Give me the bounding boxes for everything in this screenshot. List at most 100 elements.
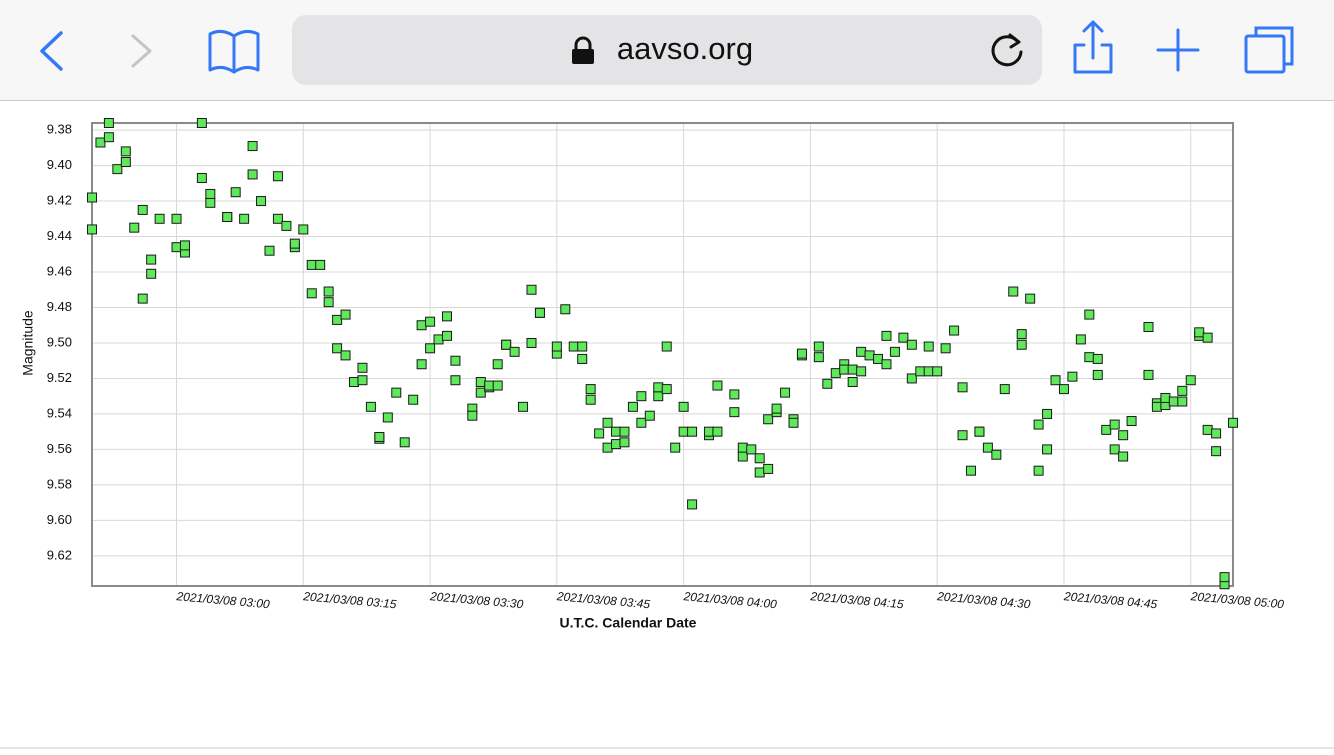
lock-icon [572, 36, 594, 64]
data-point [1202, 424, 1213, 435]
data-point [272, 213, 283, 224]
reload-button[interactable] [991, 33, 1023, 67]
x-tick-label: 2021/03/08 03:30 [429, 589, 525, 611]
data-point [196, 118, 207, 128]
data-point [323, 297, 334, 308]
data-point [822, 378, 833, 389]
data-point [475, 376, 486, 387]
data-point [1194, 327, 1205, 338]
data-point [492, 380, 503, 391]
data-point [129, 222, 140, 233]
data-point [585, 384, 596, 395]
data-point [1101, 424, 1112, 435]
data-point [306, 259, 317, 270]
tabs-button[interactable] [1244, 26, 1294, 74]
data-point [146, 254, 157, 265]
data-point [585, 394, 596, 405]
y-tick-label: 9.46 [47, 263, 72, 278]
data-point [120, 157, 131, 168]
data-point [450, 375, 461, 386]
data-point [619, 426, 630, 437]
data-point [881, 330, 892, 341]
data-point [1228, 417, 1238, 428]
data-point [433, 334, 444, 345]
data-point [95, 137, 106, 148]
data-point [1042, 444, 1053, 455]
data-point [856, 366, 867, 377]
data-point [594, 428, 605, 439]
y-tick-label: 9.60 [47, 512, 72, 527]
new-tab-button[interactable] [1156, 28, 1200, 72]
data-point [754, 453, 765, 464]
data-point [611, 439, 622, 450]
share-button[interactable] [1073, 20, 1113, 74]
data-point [534, 307, 545, 318]
data-point [551, 341, 562, 352]
bookmarks-button[interactable] [208, 29, 260, 74]
data-point [703, 426, 714, 437]
data-point [416, 359, 427, 370]
data-point [881, 359, 892, 370]
data-point [830, 368, 841, 379]
y-tick-label: 9.62 [47, 547, 72, 562]
data-point [382, 412, 393, 423]
y-tick-label: 9.38 [47, 122, 72, 137]
data-point [146, 268, 157, 279]
x-tick-label: 2021/03/08 03:00 [175, 589, 271, 611]
data-point [923, 366, 934, 377]
data-point [1092, 353, 1103, 364]
data-point [949, 325, 960, 336]
data-point [602, 442, 613, 453]
data-point [1118, 451, 1129, 462]
data-point [332, 314, 343, 325]
y-tick-label: 9.42 [47, 192, 72, 207]
data-point [1008, 286, 1019, 297]
back-button[interactable] [40, 31, 63, 71]
y-tick-label: 9.56 [47, 441, 72, 456]
data-point [915, 366, 926, 377]
data-point [1126, 416, 1137, 427]
data-point [644, 410, 655, 421]
data-point [1109, 419, 1120, 430]
data-point [763, 414, 774, 425]
data-point [1211, 428, 1222, 439]
data-point [619, 437, 630, 448]
data-point [272, 171, 283, 182]
data-point [1092, 369, 1103, 380]
data-point [323, 286, 334, 297]
data-point [906, 373, 917, 384]
data-point [222, 212, 233, 223]
data-point [729, 389, 740, 400]
data-point [120, 146, 131, 157]
data-point [1177, 385, 1188, 396]
y-tick-label: 9.58 [47, 476, 72, 491]
address-bar[interactable] [292, 15, 1042, 85]
data-point [441, 330, 452, 341]
data-point [678, 426, 689, 437]
data-point [763, 463, 774, 474]
data-point [957, 430, 968, 441]
data-point [856, 346, 867, 357]
data-point [788, 417, 799, 428]
data-point [999, 384, 1010, 395]
data-point [1185, 375, 1196, 386]
data-point [154, 213, 165, 224]
forward-button[interactable] [131, 34, 152, 68]
data-point [661, 341, 672, 352]
data-point [399, 437, 410, 448]
x-axis-label: U.T.C. Calendar Date [560, 615, 697, 631]
data-point [1016, 329, 1027, 340]
data-point [1058, 384, 1069, 395]
data-point [670, 442, 681, 453]
data-point [1143, 322, 1154, 333]
data-point [196, 172, 207, 183]
data-point [467, 410, 478, 421]
data-point [577, 341, 588, 352]
data-point [1025, 293, 1036, 304]
data-point [923, 341, 934, 352]
plot-border [91, 122, 1234, 587]
data-point [441, 311, 452, 322]
y-tick-label: 9.52 [47, 370, 72, 385]
data-point [332, 343, 343, 354]
